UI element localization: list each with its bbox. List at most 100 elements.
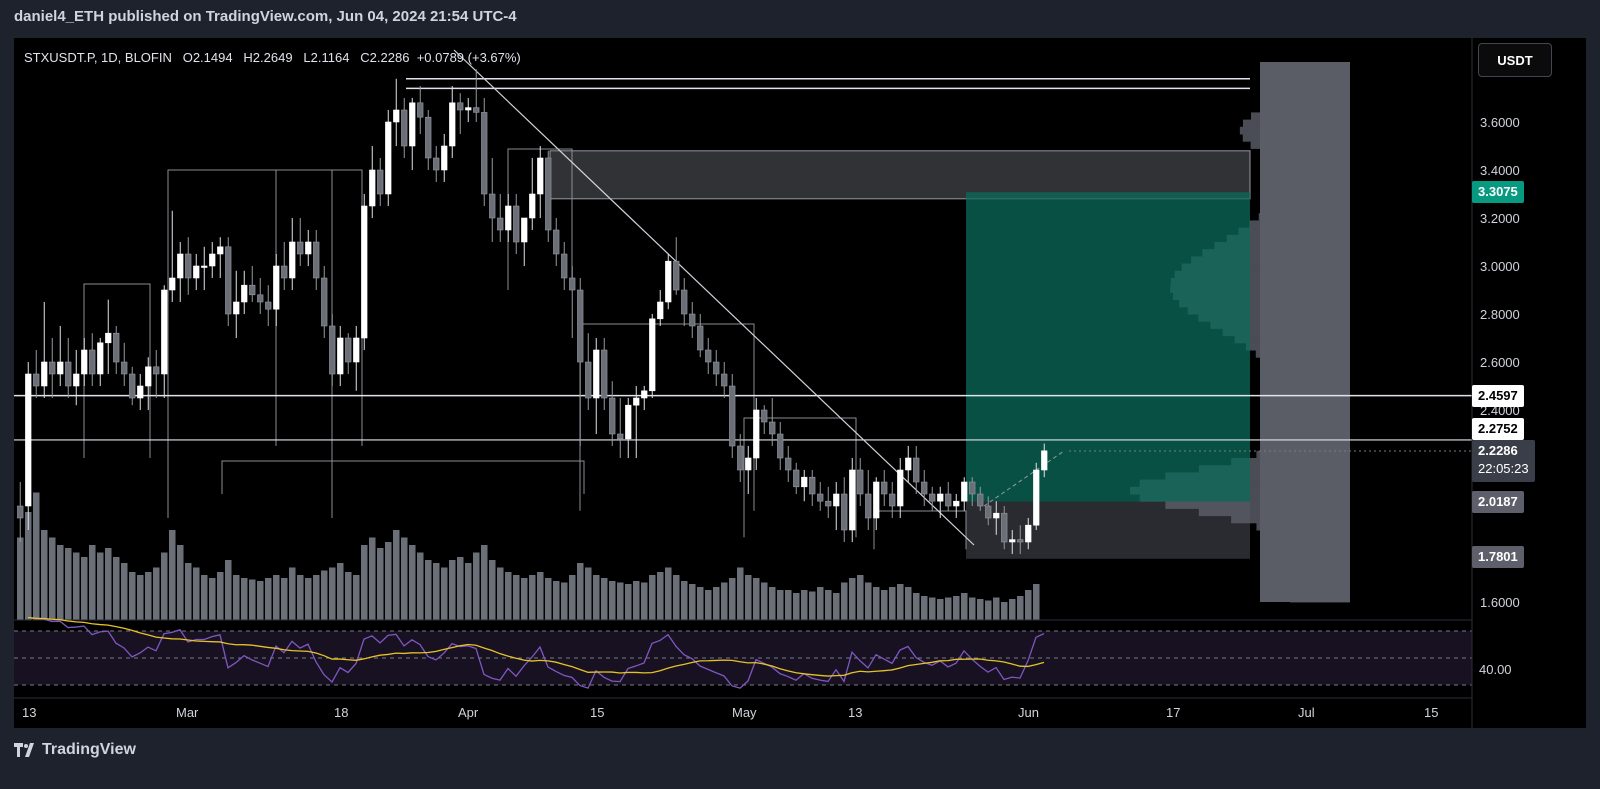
chart-panel[interactable]: 40.00 1.6000 2.4000 2.6000 2.8000 3.0000 3.20… — [14, 38, 1586, 728]
volume-bar — [81, 557, 88, 620]
candle-body — [1009, 539, 1016, 543]
candle-body — [201, 265, 208, 268]
volume-bar — [289, 567, 296, 620]
volume-bar — [489, 560, 496, 620]
range-box — [743, 417, 857, 538]
volume-bar — [137, 575, 144, 620]
volume-bar — [401, 537, 408, 620]
volume-bar — [153, 567, 160, 620]
volume-bar — [777, 590, 784, 620]
price-tick-label: 2.8000 — [1480, 307, 1520, 322]
candle-body — [657, 301, 664, 320]
candle-body — [529, 193, 536, 219]
volume-bar — [33, 492, 40, 620]
volume-bar — [1001, 602, 1008, 620]
candle-body — [193, 265, 200, 279]
candle-body — [401, 109, 408, 147]
volume-bar — [1009, 599, 1016, 620]
stop-zone — [966, 501, 1250, 559]
volume-bar — [361, 545, 368, 620]
tradingview-icon — [14, 743, 36, 757]
candle-body — [985, 505, 992, 519]
volume-bar — [969, 597, 976, 620]
price-tick-label: 3.2000 — [1480, 211, 1520, 226]
candle-body — [449, 102, 456, 147]
candle-body — [345, 337, 352, 363]
volume-bar — [993, 597, 1000, 620]
volume-bar — [465, 563, 472, 620]
volume-bar — [945, 597, 952, 620]
candle-body — [473, 107, 480, 113]
candle-body — [553, 229, 560, 255]
candle-body — [321, 277, 328, 327]
candle-body — [329, 325, 336, 375]
candle-body — [537, 157, 544, 195]
candle-body — [681, 289, 688, 315]
candle-body — [753, 409, 760, 459]
candle-body — [1017, 539, 1024, 543]
candle-body — [937, 493, 944, 502]
candle-body — [137, 385, 144, 399]
volume-bar — [537, 572, 544, 620]
candle-body — [25, 373, 32, 507]
candle-body — [297, 241, 304, 255]
volume-bar — [625, 584, 632, 620]
candle-body — [265, 301, 272, 310]
candle-body — [689, 313, 696, 327]
level-mid-price-tag: 2.2752 — [1472, 418, 1524, 440]
candle-body — [225, 246, 232, 315]
candle-body — [841, 493, 848, 531]
brand-name: TradingView — [42, 741, 136, 758]
volume-bar — [65, 548, 72, 620]
candle-body — [1001, 512, 1008, 543]
candle-body — [945, 493, 952, 507]
volume-bar — [721, 582, 728, 620]
volume-bar — [393, 530, 400, 620]
volume-bar — [369, 537, 376, 620]
bar-countdown: 22:05:23 — [1478, 461, 1529, 476]
volume-bar — [457, 557, 464, 620]
volume-bar — [185, 563, 192, 620]
volume-bar — [41, 530, 48, 620]
candle-body — [769, 421, 776, 435]
volume-bar — [17, 537, 24, 620]
candle-body — [1025, 524, 1032, 543]
volume-bar — [409, 545, 416, 620]
volume-bar — [585, 567, 592, 620]
candle-body — [161, 289, 168, 375]
volume-bar — [737, 567, 744, 620]
candle-body — [993, 512, 1000, 519]
volume-bar — [249, 579, 256, 620]
range-box — [275, 169, 363, 446]
volume-bar — [825, 590, 832, 620]
volume-bar — [1017, 596, 1024, 620]
candle-body — [817, 493, 824, 502]
volume-bar — [273, 575, 280, 620]
time-tick-label: Jun — [1018, 705, 1039, 720]
volume-bar — [649, 575, 656, 620]
candle-body — [145, 366, 152, 387]
candle-body — [745, 457, 752, 471]
volume-bar — [897, 584, 904, 620]
price-tick-label: 2.6000 — [1480, 355, 1520, 370]
volume-bar — [241, 578, 248, 620]
candle-body — [81, 349, 88, 375]
time-tick-label: 15 — [590, 705, 604, 720]
candle-body — [97, 342, 104, 375]
volume-bar — [849, 578, 856, 620]
currency-button[interactable]: USDT — [1478, 43, 1552, 77]
candle-body — [393, 109, 400, 123]
volume-bar — [633, 581, 640, 620]
time-tick-label: 17 — [1166, 705, 1180, 720]
candle-body — [17, 505, 24, 519]
candle-body — [73, 373, 80, 387]
tradingview-logo[interactable]: TradingView — [14, 741, 136, 759]
volume-bar — [793, 593, 800, 620]
candle-body — [465, 107, 472, 111]
range-box — [167, 169, 333, 518]
candle-body — [873, 481, 880, 519]
volume-bar — [713, 587, 720, 620]
volume-bar — [977, 599, 984, 620]
chart-svg[interactable]: 40.00 1.60002.40002.60002.80003.00003.20… — [14, 38, 1586, 728]
candle-body — [121, 361, 128, 375]
